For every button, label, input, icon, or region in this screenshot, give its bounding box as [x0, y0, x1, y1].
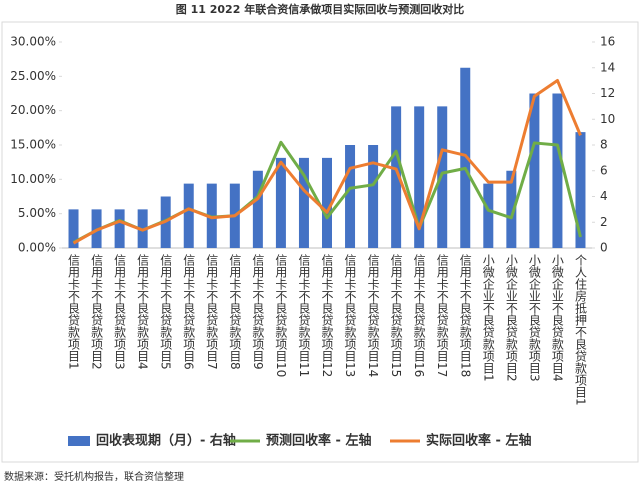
legend-swatch	[68, 436, 90, 446]
x-tick-label: 信用卡不良贷款项目18	[458, 254, 472, 378]
x-tick-label: 信用卡不良贷款项目10	[274, 254, 288, 378]
bar	[575, 132, 586, 248]
x-tick-label: 信用卡不良贷款项目12	[320, 254, 334, 378]
x-tick-label: 信用卡不良贷款项目15	[389, 254, 403, 378]
y2-tick-label: 0	[600, 241, 608, 255]
x-tick-label: 信用卡不良贷款项目6	[182, 254, 196, 370]
x-tick-label: 信用卡不良贷款项目16	[412, 254, 426, 378]
x-tick-label: 个人住房抵押不良贷款项目1	[573, 254, 587, 406]
y-tick-label: 15.00%	[10, 138, 56, 152]
bar	[183, 183, 194, 248]
y2-tick-label: 6	[600, 163, 608, 177]
x-tick-label: 信用卡不良贷款项目7	[205, 254, 219, 370]
bar	[483, 183, 494, 248]
x-tick-label: 信用卡不良贷款项目1	[67, 254, 81, 370]
y-tick-label: 10.00%	[10, 172, 56, 186]
y2-tick-label: 4	[600, 189, 608, 203]
legend-label: 预测回收率 - 左轴	[266, 433, 371, 449]
bar	[552, 93, 563, 248]
y-tick-label: 30.00%	[10, 35, 56, 49]
x-tick-label: 小微企业不良贷款项目1	[481, 254, 495, 382]
x-tick-label: 信用卡不良贷款项目13	[343, 254, 357, 378]
x-tick-label: 信用卡不良贷款项目4	[136, 254, 150, 370]
y2-tick-label: 2	[600, 215, 608, 229]
bar	[460, 67, 471, 248]
bar	[391, 106, 402, 248]
x-tick-label: 信用卡不良贷款项目14	[366, 254, 380, 378]
y2-tick-label: 14	[600, 60, 615, 74]
x-tick-label: 信用卡不良贷款项目5	[159, 254, 173, 370]
bar	[368, 145, 379, 248]
x-tick-label: 小微企业不良贷款项目2	[504, 254, 518, 382]
x-tick-label: 信用卡不良贷款项目2	[90, 254, 104, 370]
bar	[322, 157, 332, 248]
bar	[414, 106, 425, 248]
legend-label: 回收表现期（月）- 右轴	[96, 433, 236, 449]
y2-tick-label: 16	[600, 35, 615, 49]
x-tick-label: 信用卡不良贷款项目8	[228, 254, 242, 370]
y-tick-label: 0.00%	[18, 241, 56, 255]
bar	[298, 157, 309, 248]
y2-tick-label: 12	[600, 86, 615, 100]
bar	[114, 209, 125, 248]
y2-tick-label: 8	[600, 138, 608, 152]
chart-frame	[1, 21, 639, 463]
bar	[437, 106, 448, 248]
bar	[529, 93, 540, 248]
bar	[506, 170, 517, 248]
chart-title: 图 11 2022 年联合资信承做项目实际回收与预测回收对比	[176, 2, 464, 16]
y2-tick-label: 10	[600, 112, 615, 126]
y-tick-label: 5.00%	[18, 206, 56, 220]
bar	[68, 209, 79, 248]
x-tick-label: 信用卡不良贷款项目11	[297, 254, 311, 378]
x-tick-label: 小微企业不良贷款项目3	[527, 254, 541, 382]
bar	[252, 170, 263, 248]
x-tick-label: 信用卡不良贷款项目9	[251, 254, 265, 370]
bar	[275, 157, 286, 248]
y-tick-label: 25.00%	[10, 69, 56, 83]
legend-label: 实际回收率 - 左轴	[426, 433, 531, 449]
x-tick-label: 信用卡不良贷款项目3	[113, 254, 127, 370]
source-note: 数据来源：受托机构报告，联合资信整理	[4, 470, 184, 483]
line	[72, 78, 582, 245]
y-tick-label: 20.00%	[10, 103, 56, 117]
bar	[345, 145, 356, 248]
x-tick-label: 小微企业不良贷款项目4	[550, 254, 564, 382]
x-tick-label: 信用卡不良贷款项目17	[435, 254, 449, 378]
